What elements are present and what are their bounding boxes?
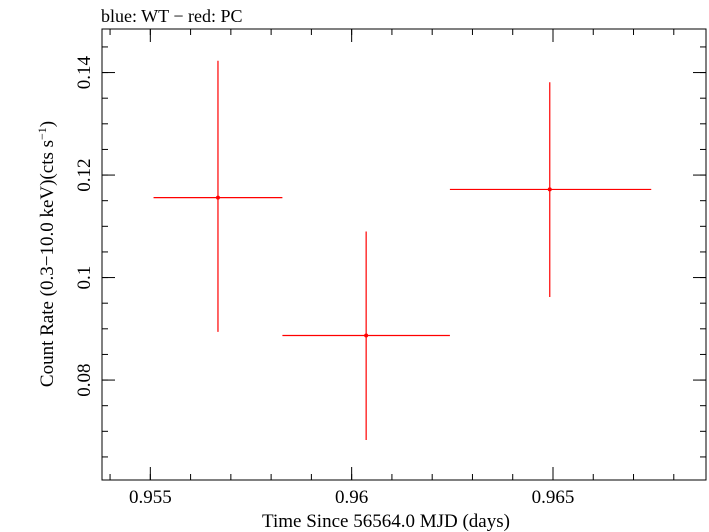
y-axis-title-superscript: −1 [35,127,49,140]
data-marker [364,333,369,338]
x-tick-label: 0.965 [532,487,575,508]
data-point-pc [153,60,283,332]
y-axis-title-end: ) [37,121,58,127]
data-marker [547,187,552,192]
x-tick-label: 0.96 [335,487,368,508]
y-tick-label: 0.1 [74,266,95,290]
x-tick-labels: 0.955 0.96 0.965 [129,487,574,508]
data-point-pc [449,82,652,298]
y-tick-labels: 0.08 0.1 0.12 0.14 [74,55,95,396]
data-marker [215,195,220,200]
plot-frame [101,28,707,481]
data-point-pc [282,231,450,441]
x-tick-label: 0.955 [129,487,172,508]
x-axis-title: Time Since 56564.0 MJD (days) [262,511,510,532]
chart-title: blue: WT − red: PC [101,6,242,26]
y-axis-title: Count Rate (0.3−10.0 keV)(cts s−1) [35,121,58,387]
y-tick-label: 0.14 [74,55,95,89]
axis-ticks [102,29,706,480]
y-axis-title-main: Count Rate (0.3−10.0 keV)(cts s [37,140,58,387]
y-tick-label: 0.08 [74,363,95,396]
y-axis-title-group: Count Rate (0.3−10.0 keV)(cts s−1) [35,121,58,387]
pc-series [153,60,652,441]
y-tick-label: 0.12 [74,158,95,191]
